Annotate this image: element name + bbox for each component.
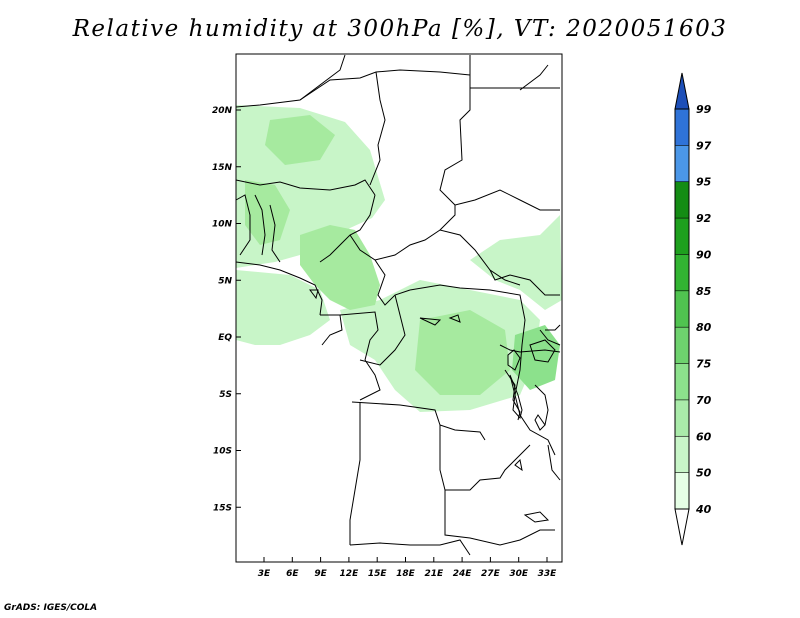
lat-label: 15S bbox=[213, 503, 232, 513]
colorbar-segment bbox=[675, 436, 689, 473]
lon-label: 27E bbox=[481, 569, 501, 579]
lat-label: 5N bbox=[218, 276, 232, 286]
colorbar-segment bbox=[675, 109, 689, 146]
colorbar-label: 40 bbox=[695, 503, 712, 516]
country-borders bbox=[235, 54, 561, 556]
lat-label: 5S bbox=[219, 390, 232, 400]
humidity-area-gulf bbox=[236, 270, 330, 345]
colorbar-segment bbox=[675, 145, 689, 182]
lon-label: 9E bbox=[314, 569, 327, 579]
colorbar-label: 80 bbox=[696, 321, 712, 334]
lon-label: 21E bbox=[424, 569, 444, 579]
lon-label: 33E bbox=[538, 569, 558, 579]
colorbar-label: 97 bbox=[696, 139, 712, 152]
lon-label: 18E bbox=[396, 569, 416, 579]
colorbar-segment bbox=[675, 218, 689, 255]
lon-label: 30E bbox=[509, 569, 529, 579]
lon-label: 24E bbox=[453, 569, 473, 579]
colorbar-min-arrow bbox=[674, 508, 690, 546]
grads-credit: GrADS: IGES/COLA bbox=[4, 603, 98, 613]
colorbar-label: 95 bbox=[696, 176, 712, 189]
colorbar-max-arrow bbox=[674, 72, 690, 110]
lat-label: EQ bbox=[218, 333, 232, 343]
lon-label: 12E bbox=[340, 569, 360, 579]
lat-label: 10N bbox=[212, 220, 233, 230]
colorbar-label: 50 bbox=[696, 467, 712, 480]
colorbar-segment bbox=[675, 363, 689, 400]
lat-label: 20N bbox=[212, 106, 233, 116]
colorbar-label: 75 bbox=[696, 358, 712, 371]
map-frame bbox=[235, 53, 563, 563]
colorbar-segment bbox=[675, 181, 689, 219]
colorbar: 40 50 60 70 75 80 85 90 92 95 97 99 bbox=[674, 72, 712, 546]
lat-label: 15N bbox=[212, 163, 233, 173]
humidity-area-north-core bbox=[265, 115, 335, 165]
humidity-area-lakes-core bbox=[512, 325, 560, 390]
lakes bbox=[309, 289, 556, 523]
latitude-axis: 20N 15N 10N 5N EQ 5S 10S 15S bbox=[212, 106, 241, 513]
colorbar-label: 90 bbox=[696, 248, 712, 261]
map-title: Relative humidity at 300hPa [%], VT: 202… bbox=[72, 16, 728, 42]
humidity-area-basin-core bbox=[415, 310, 510, 395]
colorbar-label: 99 bbox=[696, 103, 712, 116]
colorbar-segment bbox=[675, 290, 689, 328]
longitude-axis: 3E 6E 9E 12E 15E 18E 21E 24E 27E 30E 33E bbox=[258, 557, 557, 579]
lat-label: 10S bbox=[213, 447, 232, 457]
lon-label: 15E bbox=[368, 569, 388, 579]
colorbar-segment bbox=[675, 472, 689, 509]
lon-label: 3E bbox=[258, 569, 271, 579]
humidity-shading bbox=[236, 105, 562, 412]
colorbar-label: 70 bbox=[696, 394, 712, 407]
humidity-area-cameroon-core bbox=[300, 225, 380, 310]
humidity-area-west-core bbox=[245, 180, 290, 245]
lon-label: 6E bbox=[286, 569, 299, 579]
colorbar-segment bbox=[675, 254, 689, 291]
humidity-area-east bbox=[470, 215, 562, 310]
colorbar-label: 92 bbox=[696, 212, 712, 225]
colorbar-label: 85 bbox=[696, 285, 712, 298]
colorbar-segment bbox=[675, 327, 689, 364]
colorbar-segment bbox=[675, 399, 689, 437]
colorbar-label: 60 bbox=[696, 430, 712, 443]
